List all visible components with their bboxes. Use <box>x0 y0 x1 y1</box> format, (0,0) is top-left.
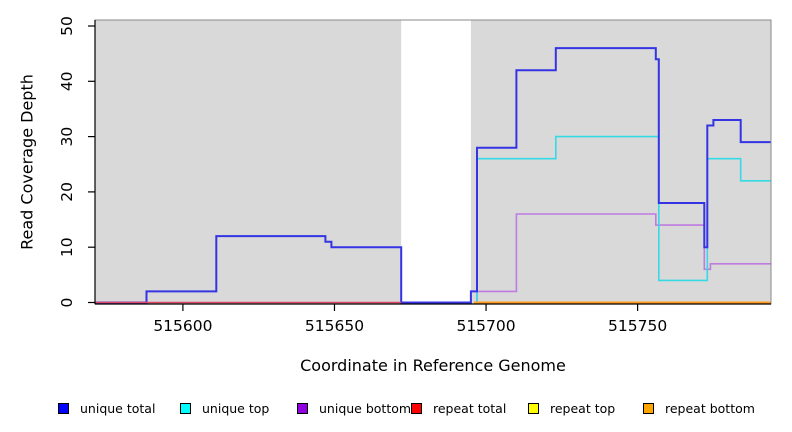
coverage-chart: 515600 515650 515700 515750 0 10 20 30 40 50 <box>58 16 772 335</box>
legend-label-repeat-bottom: repeat bottom <box>665 400 755 416</box>
legend-item-unique-total: unique total <box>58 400 156 416</box>
legend-swatch-unique-top <box>180 402 191 414</box>
y-tick-label: 0 <box>58 298 76 308</box>
legend-swatch-unique-total <box>58 402 69 414</box>
y-tick-label: 20 <box>58 182 76 202</box>
y-tick-label: 30 <box>58 127 76 147</box>
legend-label-unique-bottom: unique bottom <box>319 400 412 416</box>
x-tick-label: 515650 <box>305 317 364 335</box>
legend-swatch-repeat-bottom <box>643 402 654 414</box>
series-line-unique-top <box>476 135 771 303</box>
legend-swatch-repeat-total <box>411 402 422 414</box>
y-tick-label: 50 <box>58 16 76 36</box>
x-axis-title: Coordinate in Reference Genome <box>300 356 566 375</box>
legend-label-unique-top: unique top <box>202 400 270 416</box>
x-tick-label: 515700 <box>456 317 515 335</box>
series-line-unique-bottom <box>476 213 771 303</box>
x-tick-label: 515600 <box>153 317 212 335</box>
legend-item-unique-bottom: unique bottom <box>297 400 412 416</box>
series-line-unique-total <box>95 47 771 304</box>
x-tick-label: 515750 <box>608 317 667 335</box>
legend-swatch-repeat-top <box>528 402 539 414</box>
y-axis-title: Read Coverage Depth <box>17 74 37 250</box>
legend-item-repeat-bottom: repeat bottom <box>643 400 755 416</box>
legend-swatch-unique-bottom <box>297 402 308 414</box>
legend-label-repeat-total: repeat total <box>433 400 507 416</box>
legend-item-repeat-top: repeat top <box>528 400 616 416</box>
legend-label-unique-total: unique total <box>80 400 156 416</box>
masked-region <box>401 20 471 304</box>
y-tick-label: 40 <box>58 71 76 91</box>
legend-item-repeat-total: repeat total <box>411 400 507 416</box>
y-tick-label: 10 <box>58 237 76 257</box>
legend-item-unique-top: unique top <box>180 400 270 416</box>
legend-label-repeat-top: repeat top <box>550 400 616 416</box>
